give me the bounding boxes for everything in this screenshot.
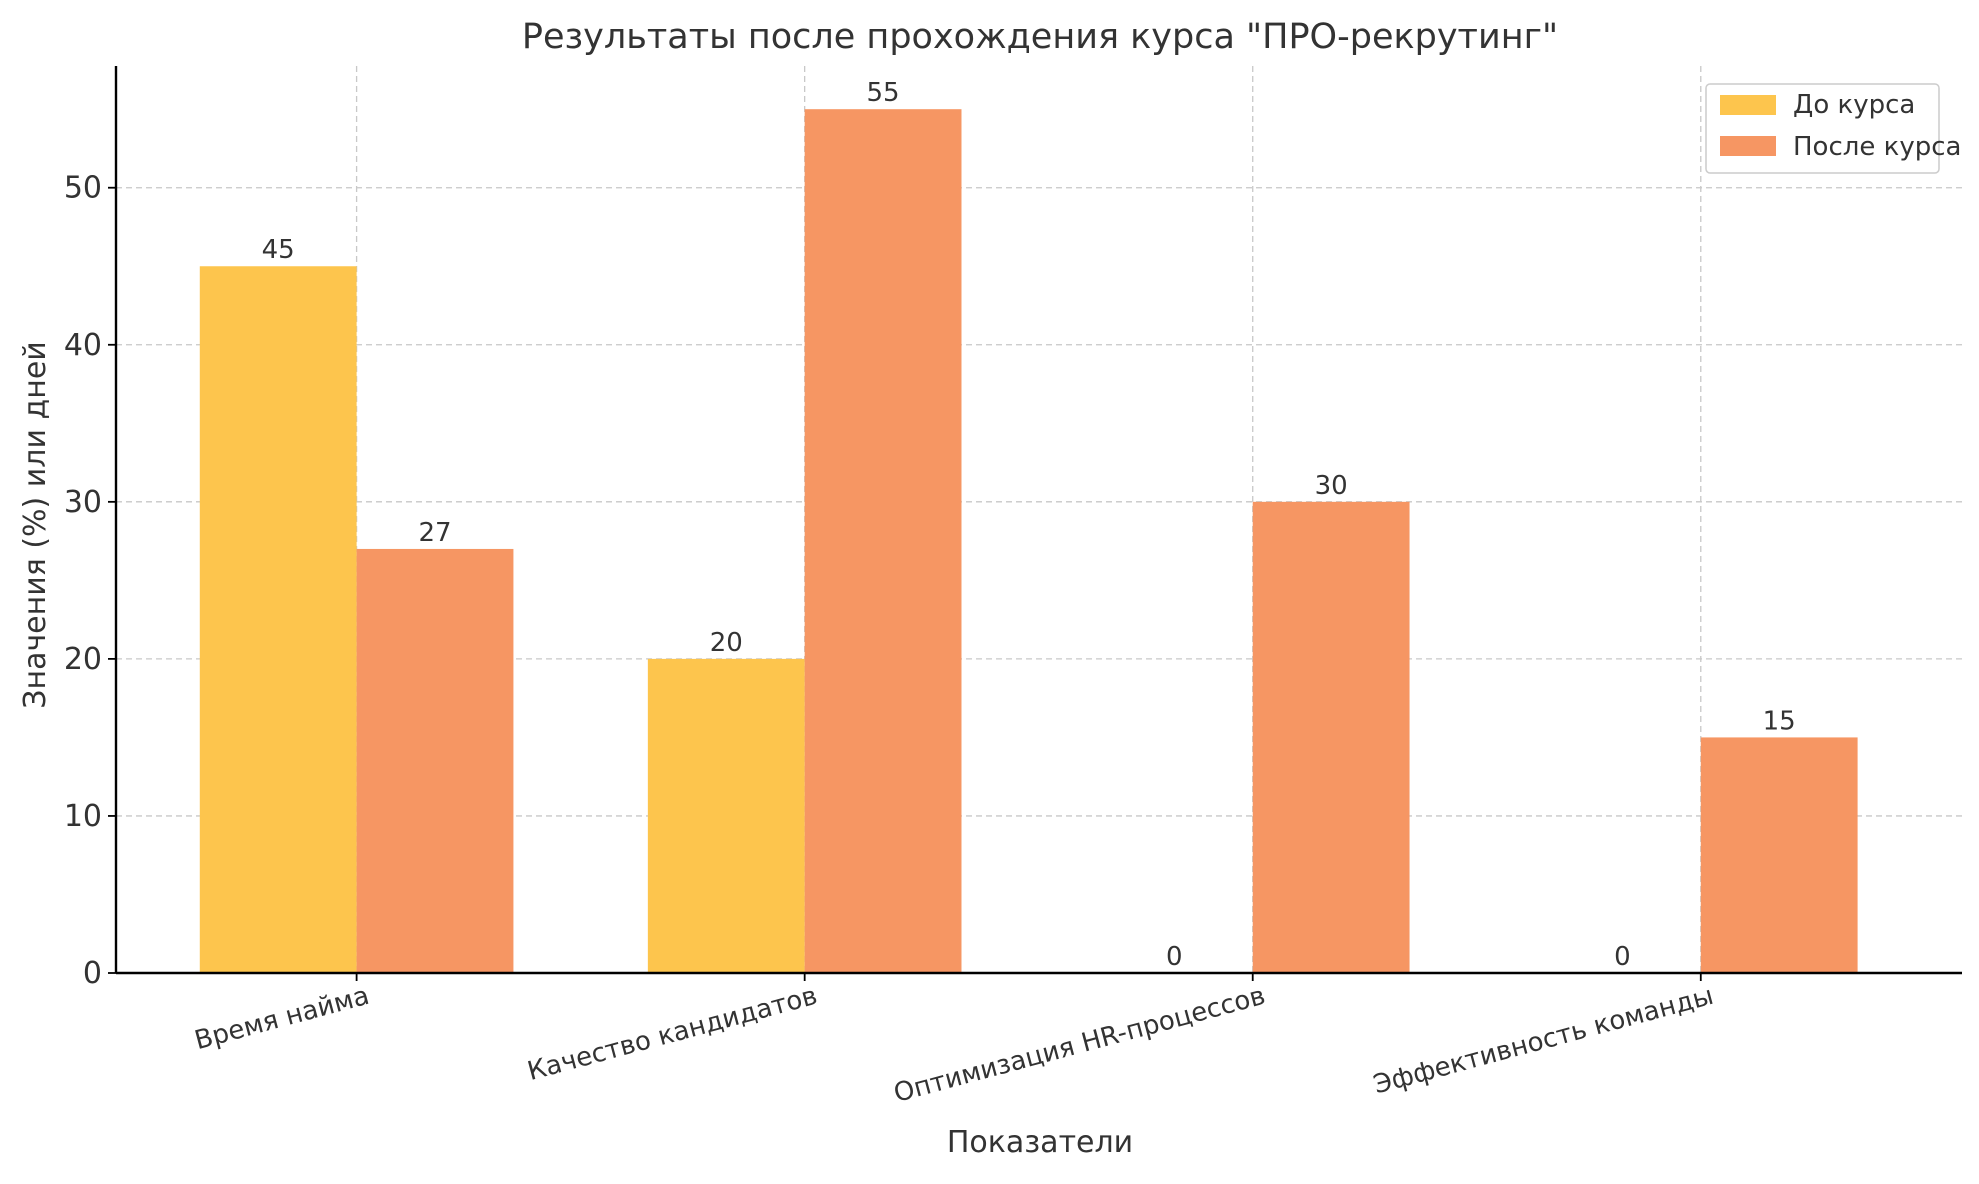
- data-label: 30: [1315, 471, 1348, 501]
- bar-after: [356, 548, 514, 973]
- data-label: 20: [710, 628, 743, 658]
- x-tick-label: Качество кандидатов: [524, 981, 820, 1087]
- bar-after: [1700, 737, 1858, 973]
- y-tick-label: 10: [64, 799, 102, 834]
- y-tick-label: 40: [64, 328, 102, 363]
- y-tick-label: 20: [64, 642, 102, 677]
- y-tick-label: 30: [64, 485, 102, 520]
- data-label: 15: [1763, 706, 1796, 736]
- data-labels: 45 27 20 55 0 30 0 15: [262, 78, 1796, 972]
- data-label: 0: [1614, 942, 1631, 972]
- legend-label-after: После курса: [1793, 132, 1961, 162]
- x-axis-label: Показатели: [947, 1125, 1133, 1160]
- data-label: 27: [418, 518, 451, 548]
- legend-label-before: До курса: [1793, 90, 1915, 120]
- bar-before: [647, 658, 805, 973]
- legend: До курса После курса: [1705, 83, 1961, 174]
- y-axis-label: Значения (%) или дней: [18, 341, 53, 709]
- y-tick-label: 0: [83, 956, 102, 991]
- x-tick-label: Оптимизация HR-процессов: [891, 981, 1269, 1109]
- bars: [199, 109, 1858, 973]
- data-label: 55: [867, 78, 900, 108]
- bar-after: [804, 109, 962, 973]
- data-label: 0: [1166, 942, 1183, 972]
- x-tick-label: Время найма: [192, 981, 373, 1056]
- data-label: 45: [262, 235, 295, 265]
- bar-before: [199, 266, 357, 973]
- y-tick-label: 50: [64, 171, 102, 206]
- axes: [108, 66, 1962, 981]
- x-tick-label: Эффективность команды: [1370, 981, 1716, 1101]
- legend-swatch-before: [1720, 95, 1776, 115]
- bar-after: [1252, 501, 1410, 973]
- legend-swatch-after: [1720, 136, 1776, 156]
- chart-title: Результаты после прохождения курса "ПРО-…: [522, 17, 1558, 57]
